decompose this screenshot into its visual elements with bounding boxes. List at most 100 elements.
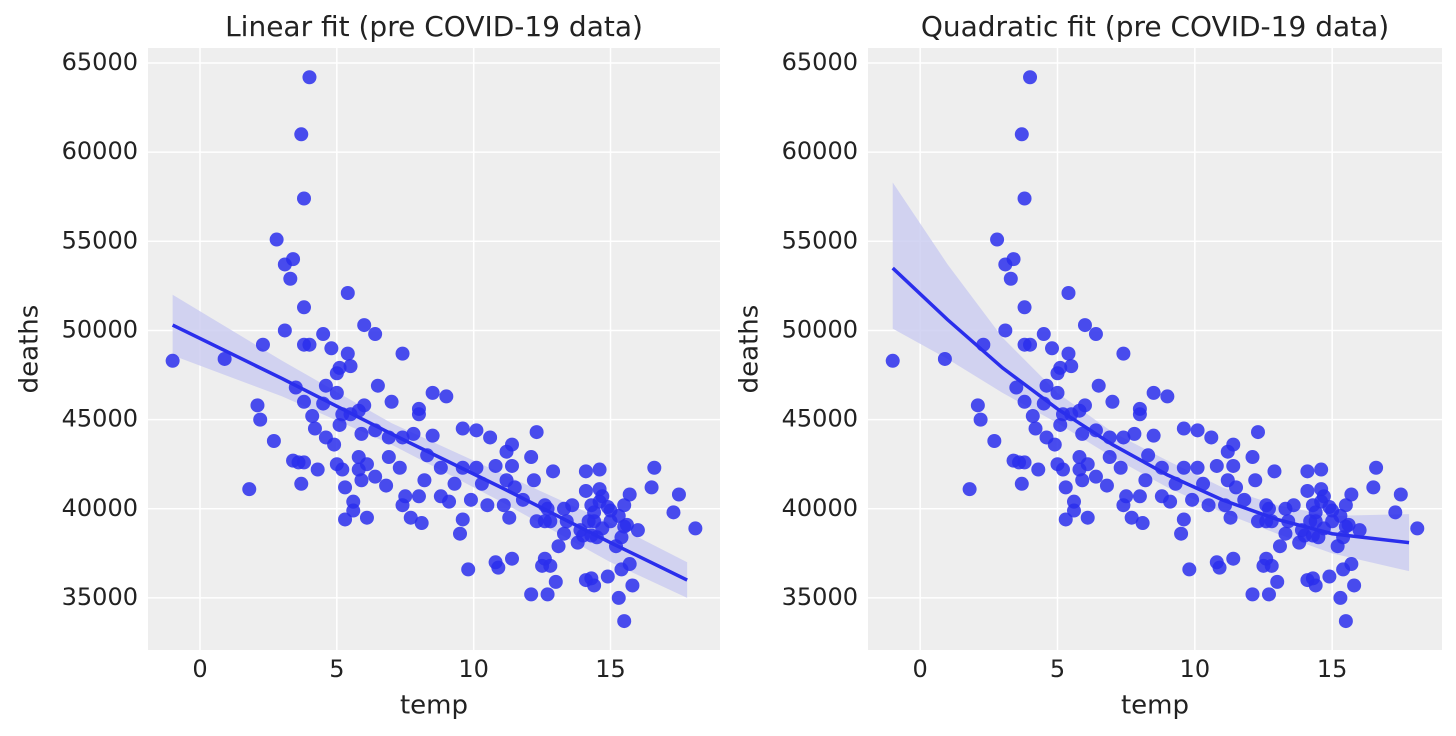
x-axis-label: temp [1121,691,1189,721]
point [488,458,503,473]
point [297,455,311,470]
point [622,487,637,502]
point [505,458,519,473]
point [1316,489,1331,504]
point [1333,508,1348,523]
point [307,421,322,436]
point [469,423,484,438]
point [447,476,462,491]
point [1278,526,1293,541]
point [346,503,361,518]
x-axis-label: temp [400,691,468,721]
point [1300,483,1315,498]
point [578,483,593,498]
point [1248,473,1263,488]
point [1226,551,1241,566]
point [395,346,410,361]
confidence-band [172,294,688,598]
point [1347,578,1362,593]
point [1009,380,1024,395]
point [496,498,511,513]
point [1176,460,1191,475]
point [255,337,270,352]
point [617,498,632,513]
x-tick-label: 10 [1180,655,1211,683]
point [543,558,558,573]
point [297,191,311,206]
point [1124,510,1139,525]
point [1099,478,1114,493]
point [480,498,495,513]
point [565,498,580,513]
point [439,389,454,404]
point [1300,464,1315,479]
point [1075,473,1090,488]
point [524,587,539,602]
y-axis-label: deaths [735,305,765,394]
point [1053,417,1068,432]
point [548,574,563,589]
point [1132,407,1147,422]
point [1201,498,1216,513]
point [1075,426,1090,441]
point [614,530,629,545]
point [1261,587,1276,602]
point [1116,430,1131,445]
point [1066,503,1081,518]
point [1132,489,1147,504]
point [1185,492,1200,507]
point [543,514,558,529]
point [671,487,686,502]
point [1023,70,1038,85]
point [338,512,353,527]
point [316,327,331,342]
point [592,462,607,477]
point [1127,426,1142,441]
point [417,473,432,488]
point [469,460,484,475]
point [1006,252,1021,267]
y-tick-label: 60000 [62,137,138,165]
point [1077,398,1092,413]
point [1028,421,1043,436]
point [327,437,342,452]
point [368,469,383,484]
point [1176,512,1191,527]
point [1135,516,1150,531]
point [1058,512,1073,527]
point [324,341,339,356]
point [1017,394,1032,409]
point [611,590,626,605]
point [442,494,457,509]
point [644,480,659,495]
point [1237,492,1252,507]
point [277,323,292,338]
chart-title: Quadratic fit (pre COVID-19 data) [921,10,1389,43]
point [1286,498,1301,513]
point [1344,487,1359,502]
point [1366,480,1381,495]
point [990,232,1005,247]
point [1088,469,1103,484]
point [384,394,399,409]
point [165,353,180,368]
point [987,434,1002,449]
point [343,359,358,374]
point [411,407,426,422]
point [1267,464,1282,479]
point [973,412,988,427]
point [529,425,544,440]
point [551,539,566,554]
point [1061,346,1076,361]
point [455,512,470,527]
point [357,398,372,413]
point [1174,526,1189,541]
point [1014,476,1029,491]
point [885,353,900,368]
point [1393,487,1408,502]
point [242,482,257,497]
point [329,385,344,400]
point [1333,590,1348,605]
point [1050,385,1065,400]
point [587,578,602,593]
